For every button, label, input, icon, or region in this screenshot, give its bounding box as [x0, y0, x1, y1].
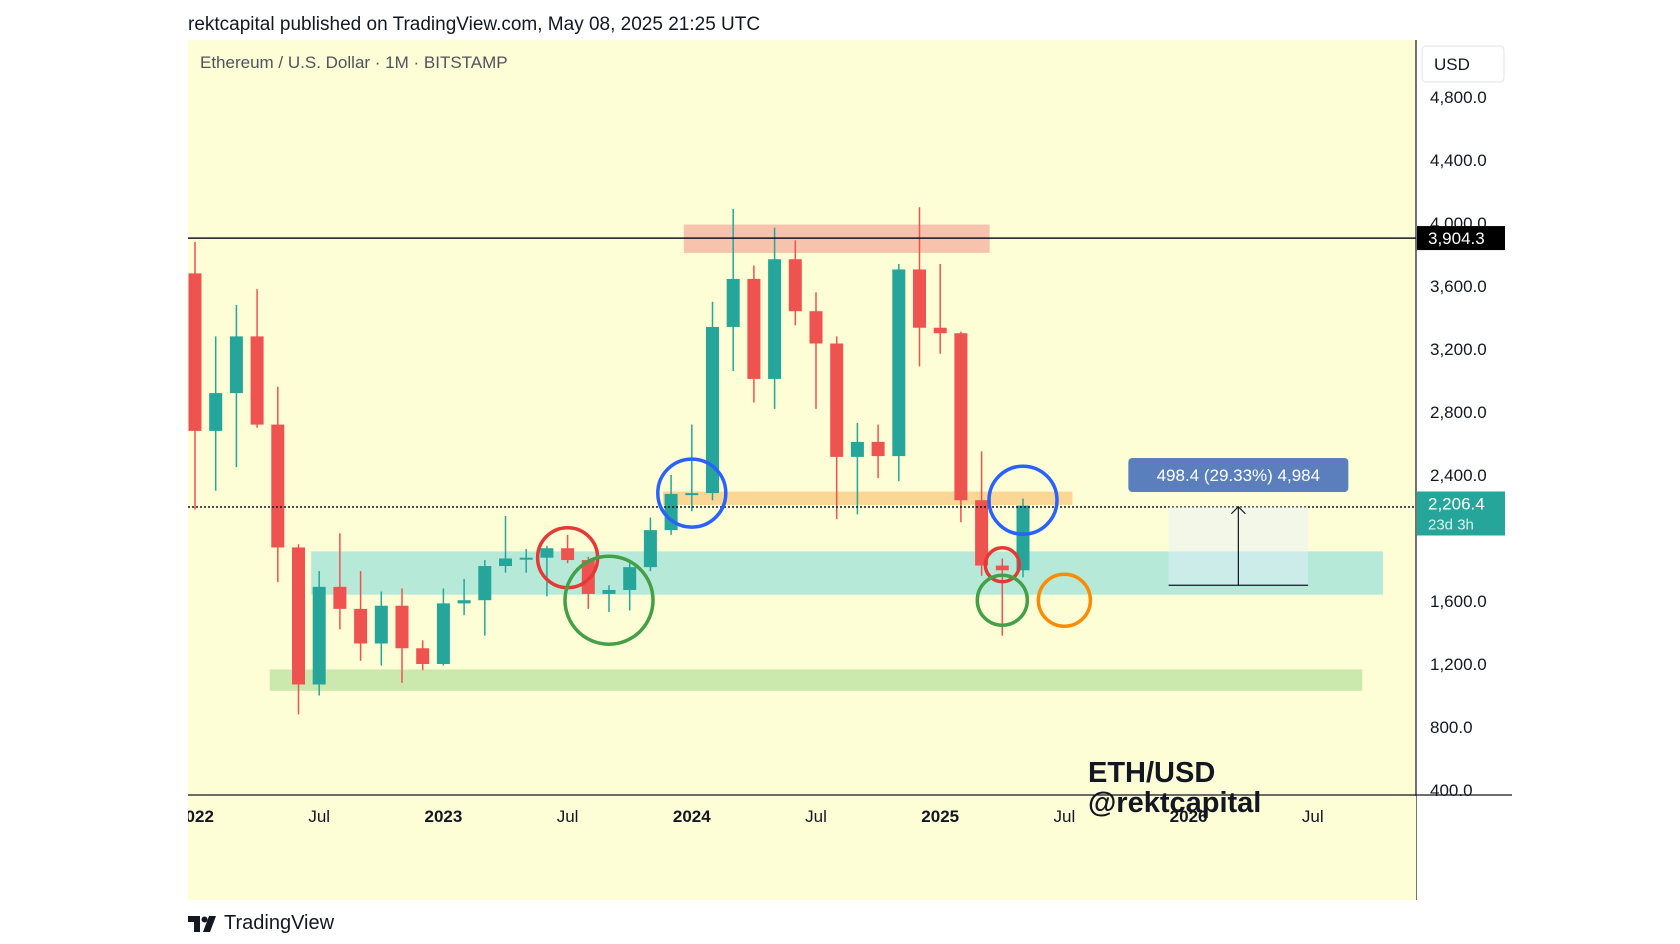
price-tag-3,904.3 [1417, 226, 1505, 251]
candle-body-2025-01 [933, 327, 947, 334]
x-tick-label-2023-01: 2023 [424, 807, 462, 826]
circles-layer [535, 457, 1093, 646]
x-tick-label-2026-07: Jul [1302, 807, 1324, 826]
current-price-tag [1417, 491, 1505, 536]
candle-body-2022-09 [354, 608, 368, 644]
candle-body-2024-04 [747, 278, 761, 379]
y-tick-label-3600: 3,600.0 [1430, 277, 1487, 296]
candle-body-2025-02 [954, 333, 968, 501]
candle-body-2022-01 [188, 273, 202, 431]
x-tick-label-2024-01: 2024 [673, 807, 711, 826]
candle-body-2024-10 [871, 441, 885, 457]
candle-body-2025-05 [1016, 505, 1030, 571]
candle-body-2024-03 [726, 278, 740, 327]
candle-body-2024-05 [768, 259, 782, 379]
x-tick-label-2022-07: Jul [308, 807, 330, 826]
candle-body-2024-11 [892, 269, 906, 457]
y-tick-label-1200: 1,200.0 [1430, 655, 1487, 674]
axis-layer: USD 400.0 800.0 1,200.0 1,600.0 2,400.0 2,800.… [188, 40, 1512, 900]
candle-body-2022-03 [229, 336, 243, 394]
candle-body-2022-02 [209, 393, 223, 431]
symbol-title: Ethereum / U.S. Dollar · 1M · BITSTAMP [200, 53, 508, 72]
measure-label-text: 498.4 (29.33%) 4,984 [1157, 466, 1321, 485]
candle-body-2024-06 [788, 259, 802, 312]
bar-countdown-text: 23d 3h [1428, 516, 1474, 533]
current-price-text: 2,206.4 [1428, 494, 1485, 513]
annotation-circle-blue-2025-05 [987, 464, 1059, 536]
candle-body-2022-10 [374, 605, 388, 644]
x-tick-label-2026-01: 2026 [1170, 807, 1208, 826]
currency-box [1421, 45, 1505, 83]
measurement-layer: 498.4 (29.33%) 4,984 [1128, 458, 1349, 586]
y-tick-label-800: 800.0 [1430, 718, 1473, 737]
tradingview-logo-icon [188, 915, 216, 932]
candle-body-2022-08 [333, 586, 347, 609]
candle-body-2024-07 [809, 311, 823, 344]
watermark-symbol: ETH/USD [1088, 757, 1215, 789]
time-axis-panel [188, 796, 1416, 900]
y-tick-label-3200: 3,200.0 [1430, 340, 1487, 359]
y-tick-label-1600: 1,600.0 [1430, 592, 1487, 611]
candle-body-2024-01 [685, 493, 699, 496]
candle-body-2022-12 [416, 648, 430, 664]
y-tick-label-2400: 2,400.0 [1430, 466, 1487, 485]
candle-body-2025-03 [975, 500, 989, 566]
x-tick-label-2025-07: Jul [1054, 807, 1076, 826]
y-tick-label-4400: 4,400.0 [1430, 151, 1487, 170]
zone-orange-level [663, 491, 1073, 505]
candle-body-2025-04 [995, 565, 1009, 571]
x-tick-label-2025-01: 2025 [921, 807, 959, 826]
candle-body-2023-01 [436, 603, 450, 664]
x-tick-label-2023-07: Jul [557, 807, 579, 826]
candle-body-2023-02 [457, 600, 471, 604]
brand-name: TradingView [224, 912, 335, 934]
candle-body-2024-09 [850, 441, 864, 457]
annotation-circle-red-2025-04 [983, 546, 1022, 584]
candle-body-2023-06 [540, 548, 554, 558]
annotation-circle-green-2025-04 [975, 573, 1030, 627]
candle-body-2023-07 [561, 548, 575, 561]
candle-body-2022-05 [271, 424, 285, 548]
measure-arrow-head [1230, 505, 1246, 515]
price-tag-text-3,904.3: 3,904.3 [1428, 229, 1485, 248]
candle-body-2023-03 [478, 566, 492, 601]
candle-body-2023-11 [643, 530, 657, 568]
annotation-circle-blue-2024-01 [656, 457, 728, 529]
chart-frame: 498.4 (29.33%) 4,984 USD 400.0 800.0 1,200.… [188, 40, 1512, 900]
annotation-circle-orange-2025-07 [1036, 572, 1093, 628]
candle-body-2024-08 [830, 343, 844, 457]
watermark-author: @rektcapital [1088, 787, 1261, 819]
measure-label-box [1128, 458, 1349, 492]
x-tick-label-2022-01: 2022 [188, 807, 214, 826]
price-chart[interactable]: 498.4 (29.33%) 4,984 USD 400.0 800.0 1,200.… [188, 40, 1512, 900]
candle-body-2023-09 [602, 589, 616, 594]
y-tick-label-2800: 2,800.0 [1430, 403, 1487, 422]
y-tick-label-400: 400.0 [1430, 781, 1473, 800]
publish-info: rektcapital published on TradingView.com… [188, 14, 761, 35]
candle-body-2024-12 [913, 269, 926, 328]
candle-body-2023-04 [499, 558, 512, 567]
tradingview-brand[interactable]: TradingView [188, 912, 334, 935]
annotation-circle-green-2023-09 [563, 554, 655, 646]
currency-label: USD [1434, 55, 1470, 74]
price-lines-layer [188, 237, 1416, 508]
zone-green-support [269, 669, 1363, 691]
y-tick-label-4800: 4,800.0 [1430, 88, 1487, 107]
candle-body-2022-07 [312, 586, 326, 685]
candle-body-2023-05 [519, 557, 533, 560]
candle-body-2022-06 [292, 547, 305, 685]
candle-body-2024-02 [706, 326, 719, 494]
candle-body-2022-11 [395, 605, 409, 649]
x-tick-label-2024-07: Jul [805, 807, 827, 826]
candles-layer [188, 207, 1030, 715]
candle-body-2023-10 [623, 567, 637, 590]
candle-body-2022-04 [250, 336, 264, 425]
price-axis-panel [1416, 40, 1512, 900]
